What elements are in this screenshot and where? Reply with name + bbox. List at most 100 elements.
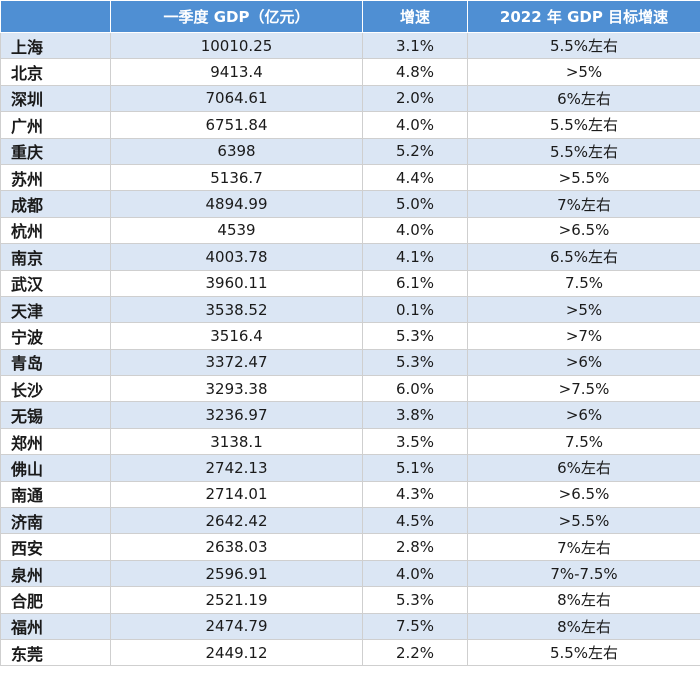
growth-cell: 5.3% [362, 322, 468, 350]
table-row: 成都 4894.99 5.0% 7%左右 [0, 190, 700, 218]
growth-cell: 6.1% [362, 269, 468, 297]
growth-cell: 2.0% [362, 84, 468, 113]
q1-gdp-cell: 3960.11 [110, 269, 363, 297]
target-growth-cell: 7.5% [467, 427, 700, 456]
target-growth-cell: >5% [467, 58, 700, 86]
q1-gdp-cell: 2638.03 [110, 533, 363, 561]
city-cell: 南京 [0, 243, 111, 271]
q1-gdp-cell: 10010.25 [110, 31, 363, 60]
target-growth-cell: >7% [467, 322, 700, 350]
table-row: 上海 10010.25 3.1% 5.5%左右 [0, 31, 700, 60]
city-cell: 上海 [0, 31, 111, 60]
target-growth-cell: >6% [467, 401, 700, 429]
q1-gdp-cell: 2521.19 [110, 586, 363, 614]
header-target-growth: 2022 年 GDP 目标增速 [467, 0, 700, 33]
growth-cell: 2.2% [362, 638, 468, 667]
table-row: 深圳 7064.61 2.0% 6%左右 [0, 84, 700, 113]
q1-gdp-cell: 2449.12 [110, 638, 363, 667]
q1-gdp-cell: 3372.47 [110, 348, 363, 377]
q1-gdp-cell: 5136.7 [110, 163, 363, 192]
growth-cell: 7.5% [362, 612, 468, 640]
city-cell: 武汉 [0, 269, 111, 297]
q1-gdp-cell: 7064.61 [110, 84, 363, 113]
target-growth-cell: >6.5% [467, 216, 700, 245]
table-row: 合肥 2521.19 5.3% 8%左右 [0, 586, 700, 614]
q1-gdp-cell: 2642.42 [110, 507, 363, 535]
q1-gdp-cell: 3516.4 [110, 322, 363, 350]
growth-cell: 5.3% [362, 348, 468, 377]
city-cell: 广州 [0, 111, 111, 139]
growth-cell: 5.0% [362, 190, 468, 218]
table-row: 南京 4003.78 4.1% 6.5%左右 [0, 243, 700, 271]
table-row: 广州 6751.84 4.0% 5.5%左右 [0, 111, 700, 139]
city-cell: 重庆 [0, 137, 111, 165]
table-body: 上海 10010.25 3.1% 5.5%左右 北京 9413.4 4.8% >5% 深圳 706… [0, 31, 700, 667]
q1-gdp-cell: 4894.99 [110, 190, 363, 218]
q1-gdp-cell: 2596.91 [110, 559, 363, 588]
growth-cell: 4.0% [362, 216, 468, 245]
table-row: 北京 9413.4 4.8% >5% [0, 58, 700, 86]
city-cell: 福州 [0, 612, 111, 640]
growth-cell: 3.5% [362, 427, 468, 456]
city-cell: 天津 [0, 295, 111, 324]
city-cell: 西安 [0, 533, 111, 561]
table-row: 郑州 3138.1 3.5% 7.5% [0, 427, 700, 456]
q1-gdp-cell: 2714.01 [110, 480, 363, 509]
city-cell: 泉州 [0, 559, 111, 588]
city-cell: 宁波 [0, 322, 111, 350]
table-row: 佛山 2742.13 5.1% 6%左右 [0, 454, 700, 482]
growth-cell: 4.8% [362, 58, 468, 86]
q1-gdp-cell: 9413.4 [110, 58, 363, 86]
growth-cell: 0.1% [362, 295, 468, 324]
growth-cell: 4.4% [362, 163, 468, 192]
header-row: 一季度 GDP（亿元） 增速 2022 年 GDP 目标增速 [0, 0, 700, 33]
target-growth-cell: >5.5% [467, 163, 700, 192]
city-cell: 青岛 [0, 348, 111, 377]
growth-cell: 6.0% [362, 375, 468, 403]
growth-cell: 4.3% [362, 480, 468, 509]
table-row: 天津 3538.52 0.1% >5% [0, 295, 700, 324]
growth-cell: 5.1% [362, 454, 468, 482]
target-growth-cell: 7%-7.5% [467, 559, 700, 588]
growth-cell: 3.1% [362, 31, 468, 60]
city-cell: 佛山 [0, 454, 111, 482]
q1-gdp-cell: 3236.97 [110, 401, 363, 429]
city-cell: 南通 [0, 480, 111, 509]
target-growth-cell: 7.5% [467, 269, 700, 297]
table-row: 重庆 6398 5.2% 5.5%左右 [0, 137, 700, 165]
header-q1-gdp: 一季度 GDP（亿元） [110, 0, 363, 33]
table-row: 无锡 3236.97 3.8% >6% [0, 401, 700, 429]
city-cell: 苏州 [0, 163, 111, 192]
q1-gdp-cell: 3293.38 [110, 375, 363, 403]
target-growth-cell: >5.5% [467, 507, 700, 535]
city-cell: 合肥 [0, 586, 111, 614]
target-growth-cell: >6% [467, 348, 700, 377]
city-cell: 成都 [0, 190, 111, 218]
city-cell: 杭州 [0, 216, 111, 245]
growth-cell: 4.0% [362, 559, 468, 588]
target-growth-cell: 5.5%左右 [467, 137, 700, 165]
city-cell: 无锡 [0, 401, 111, 429]
target-growth-cell: 8%左右 [467, 612, 700, 640]
target-growth-cell: 5.5%左右 [467, 31, 700, 60]
target-growth-cell: 7%左右 [467, 533, 700, 561]
target-growth-cell: >5% [467, 295, 700, 324]
table-row: 宁波 3516.4 5.3% >7% [0, 322, 700, 350]
table-row: 武汉 3960.11 6.1% 7.5% [0, 269, 700, 297]
q1-gdp-cell: 4539 [110, 216, 363, 245]
table-row: 青岛 3372.47 5.3% >6% [0, 348, 700, 377]
table-row: 福州 2474.79 7.5% 8%左右 [0, 612, 700, 640]
table-row: 南通 2714.01 4.3% >6.5% [0, 480, 700, 509]
city-cell: 北京 [0, 58, 111, 86]
target-growth-cell: 6.5%左右 [467, 243, 700, 271]
target-growth-cell: 5.5%左右 [467, 111, 700, 139]
target-growth-cell: 8%左右 [467, 586, 700, 614]
target-growth-cell: >7.5% [467, 375, 700, 403]
table-row: 东莞 2449.12 2.2% 5.5%左右 [0, 638, 700, 667]
table-row: 济南 2642.42 4.5% >5.5% [0, 507, 700, 535]
city-cell: 郑州 [0, 427, 111, 456]
table-row: 长沙 3293.38 6.0% >7.5% [0, 375, 700, 403]
table-row: 苏州 5136.7 4.4% >5.5% [0, 163, 700, 192]
table-row: 杭州 4539 4.0% >6.5% [0, 216, 700, 245]
growth-cell: 4.5% [362, 507, 468, 535]
